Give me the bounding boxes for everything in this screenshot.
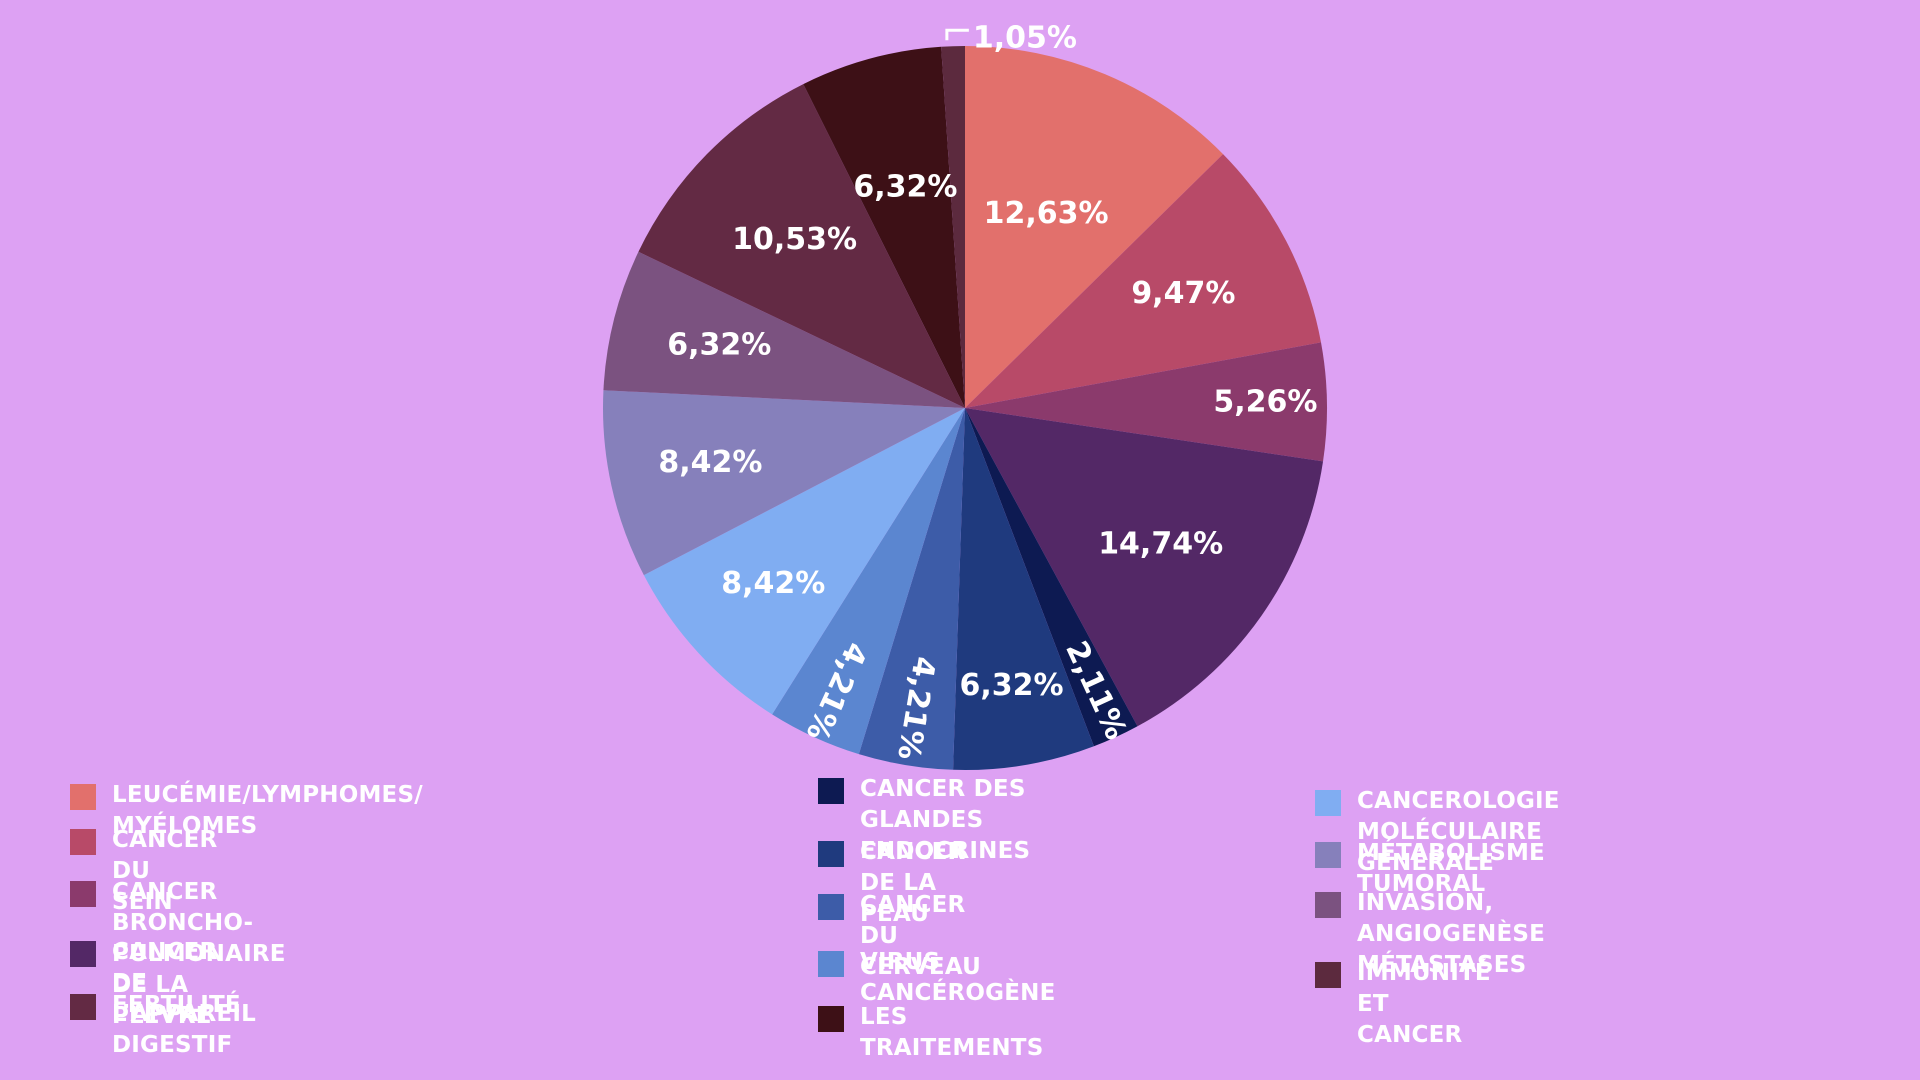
legend-swatch [1315,962,1341,988]
legend-swatch [70,881,96,907]
pie-slice [965,46,1224,408]
legend-label: INVASION, ANGIOGENÈSE MÉTASTASES [1357,890,1546,978]
legend-swatch [70,941,96,967]
slice-value-label: 5,26% [1213,384,1317,419]
legend-label: CANCEROLOGIE MOLÉCULAIRE GÉNÉRALE [1357,788,1560,876]
slice-value-label: 14,74% [1098,527,1223,562]
slice-value-label: 1,05% [973,21,1077,56]
legend-label: CANCER DE L’APPAREIL DIGESTIF [112,939,256,1058]
slice-leader-line [945,28,969,41]
legend-swatch [818,778,844,804]
pie-slices [603,46,1327,770]
pie-slice [941,46,965,408]
slice-value-label: 9,47% [1131,276,1235,311]
legend-swatch [818,894,844,920]
slice-value-label: 10,53% [732,222,857,257]
slice-value-label: 8,42% [658,445,762,480]
pie-slice [965,154,1321,408]
legend-label: LEUCÉMIE/LYMPHOMES/ MYÉLOMES [112,782,423,839]
legend-label: VIRUS CANCÉROGÈNE [860,949,1056,1006]
legend-swatch [70,994,96,1020]
legend-label: CANCER DES GLANDES ENDOCRINES [860,776,1031,864]
legend-label: IMMUNITÉ ET CANCER [1357,960,1491,1048]
pie-slice [965,408,1324,727]
slice-value-label: 12,63% [984,196,1109,231]
legend-swatch [70,784,96,810]
pie-slice [953,408,1094,770]
legend-swatch [818,841,844,867]
pie-slice [638,84,965,408]
pie-slice [603,390,965,576]
pie-slice [803,46,965,409]
legend-swatch [818,951,844,977]
pie-slice [965,342,1327,462]
legend-swatch [1315,842,1341,868]
pie-slice [772,408,965,755]
legend-swatch [818,1006,844,1032]
pie-slice [603,251,965,408]
legend-label: CANCER DU CERVEAU [860,892,981,980]
pie-slice [643,408,965,715]
legend-swatch [1315,790,1341,816]
slice-value-label: 8,42% [721,566,825,601]
legend-label: FERTILITÉ [112,992,241,1018]
slice-value-label: 6,32% [667,327,771,362]
legend-swatch [1315,892,1341,918]
legend-label: CANCER DU SEIN [112,827,218,915]
legend-label: CANCER BRONCHO-PULMONAIRE DE LA PLÈVRE [112,879,286,1029]
pie-slice [965,408,1138,747]
pie-slice [858,408,965,770]
legend-label: MÉTABOLISME TUMORAL [1357,840,1545,897]
slice-value-label: 6,32% [959,668,1063,703]
legend-label: CANCER DE LA PEAU [860,839,966,927]
legend-swatch [70,829,96,855]
slice-value-label: 6,32% [853,169,957,204]
legend-label: LES TRAITEMENTS [860,1004,1044,1061]
